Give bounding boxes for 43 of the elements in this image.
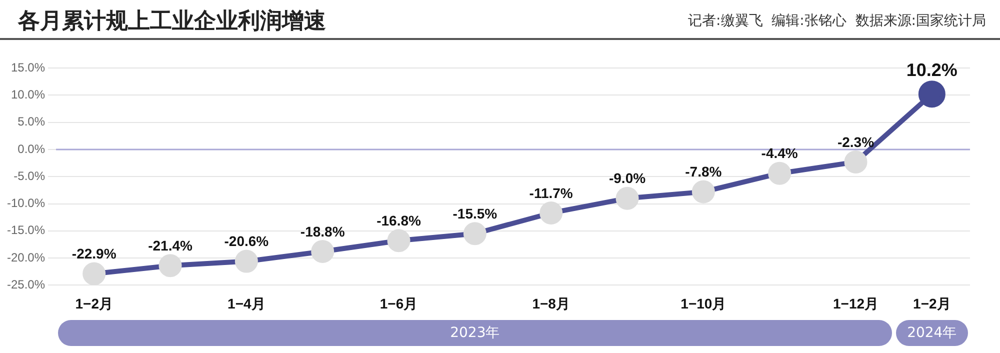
point [692, 180, 715, 204]
chart-title: 各月累计规上工业企业利润增速 [18, 8, 326, 36]
x-tick-label: 1−4月 [228, 295, 266, 312]
point [844, 150, 868, 174]
data-label: -11.7% [529, 184, 574, 201]
point [540, 201, 563, 224]
data-label: -18.8% [300, 223, 346, 240]
data-label: -16.8% [376, 212, 422, 229]
text: 2023年 [58, 320, 892, 346]
x-tick-label: 1−2月 [75, 295, 113, 312]
point [768, 162, 792, 185]
data-label: -15.5% [452, 205, 498, 222]
data-label: -20.6% [224, 233, 270, 250]
point [616, 186, 639, 210]
y-tick-label: 10.0% [10, 87, 46, 102]
point [82, 262, 106, 286]
y-tick-label: 15.0% [10, 60, 46, 74]
y-tick-label: -5.0% [14, 168, 46, 183]
x-tick-label: 1−8月 [532, 295, 570, 312]
y-tick-label: -20.0% [6, 250, 46, 264]
y-tick-label: 5.0% [18, 114, 46, 129]
x-tick-label: 1−10月 [680, 295, 726, 312]
data-label: -21.4% [148, 238, 193, 254]
point [234, 250, 258, 273]
data-label: -7.8% [685, 164, 722, 180]
data-label: 10.2% [906, 60, 958, 80]
x-tick-label: 1−6月 [380, 295, 418, 312]
y-tick-label: 0.0% [18, 142, 46, 156]
x-tick-label: 1−12月 [832, 295, 879, 312]
point [387, 229, 410, 252]
point [311, 240, 334, 264]
y-tick-label: -10.0% [6, 196, 46, 210]
text: 2024年 [896, 320, 968, 346]
y-tick-label: -15.0% [6, 223, 46, 238]
data-label: -2.3% [837, 134, 875, 150]
data-label: -22.9% [72, 246, 117, 262]
y-tick-label: -25.0% [6, 278, 46, 292]
point [158, 254, 182, 278]
point [463, 222, 486, 246]
data-label: -4.4% [761, 145, 798, 162]
text: 记者:缴翼飞 编辑:张铭心 数据来源:国家统计局 [688, 12, 986, 30]
x-tick-label: 1−2月 [913, 295, 951, 312]
data-label: -9.0% [608, 170, 646, 186]
